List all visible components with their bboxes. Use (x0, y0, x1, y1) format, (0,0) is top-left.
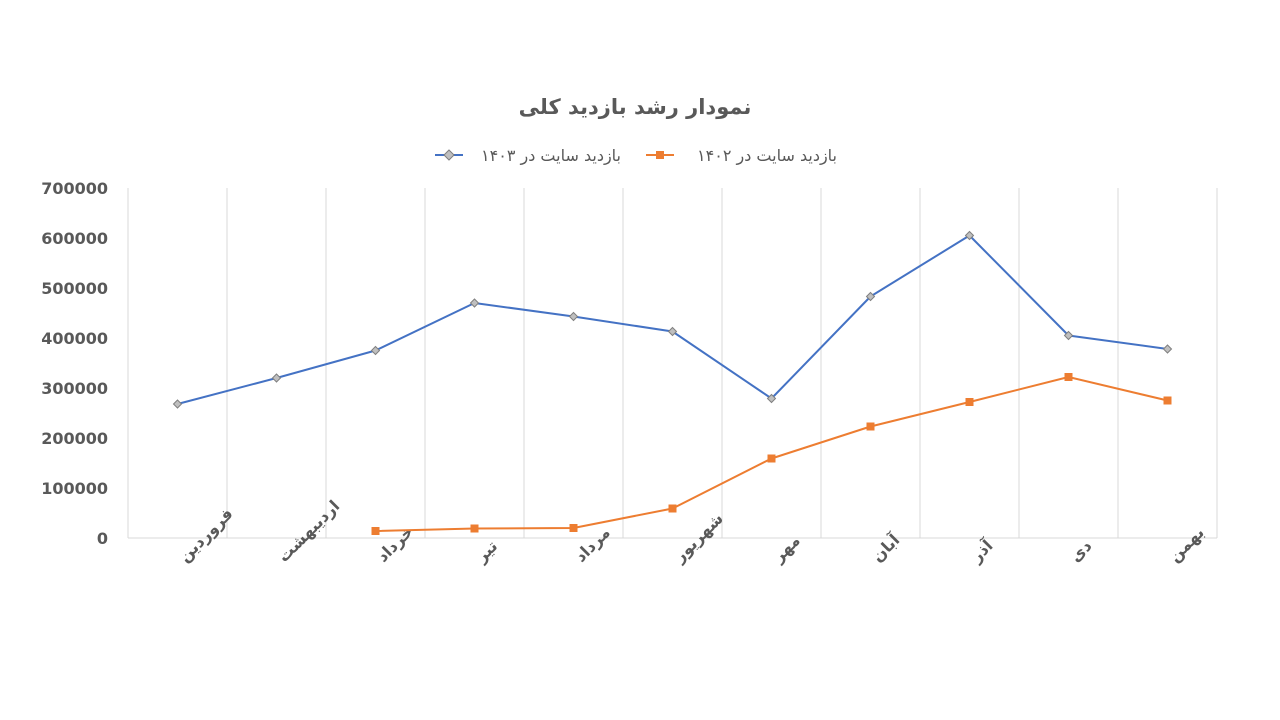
x-tick-label: مهر (768, 531, 804, 567)
y-tick-label: 300000 (41, 379, 108, 398)
data-point-series-1 (370, 345, 381, 356)
data-point-series-2 (767, 454, 776, 463)
data-point-series-1 (469, 298, 480, 308)
legend-label-series-1: بازدید سایت در ۱۴۰۳ (481, 146, 621, 166)
data-point-series-2 (371, 527, 380, 535)
data-point-series-2 (1064, 373, 1073, 381)
y-tick-label: 0 (97, 529, 108, 548)
y-tick-label: 700000 (41, 179, 108, 198)
data-point-series-1 (865, 291, 876, 302)
legend-marker-series-1 (443, 149, 455, 161)
legend-label-series-2: بازدید سایت در ۱۴۰۲ (697, 146, 837, 166)
y-tick-label: 100000 (41, 479, 108, 498)
data-point-series-1 (766, 393, 777, 404)
legend: بازدید سایت در ۱۴۰۳ بازدید سایت در ۱۴۰۲ (435, 146, 837, 166)
x-tick-label: آذر (965, 535, 996, 566)
data-point-series-1 (667, 326, 678, 337)
y-tick-label: 600000 (41, 229, 108, 248)
data-point-series-2 (668, 504, 677, 513)
data-point-series-1 (964, 230, 975, 241)
x-tick-label: اردیبهشت (274, 496, 343, 565)
data-point-series-2 (866, 422, 875, 431)
data-point-series-1 (271, 373, 282, 383)
x-tick-label: بهمن (1165, 523, 1208, 566)
x-tick-label: آبان (867, 529, 904, 566)
data-point-series-2 (1163, 396, 1172, 405)
x-tick-label: خرداد (373, 522, 417, 566)
y-tick-label: 400000 (41, 329, 108, 348)
data-point-series-1 (568, 311, 579, 322)
x-tick-label: دی (1066, 536, 1096, 566)
y-tick-label: 500000 (41, 279, 108, 298)
legend-item-series-2: بازدید سایت در ۱۴۰۲ (646, 146, 837, 166)
legend-marker-series-2 (656, 151, 664, 159)
data-point-series-1 (172, 399, 183, 409)
chart-title: نمودار رشد بازدید کلی (519, 95, 752, 119)
y-axis-ticks: 0 100000 200000 300000 400000 500000 600000 700… (41, 179, 108, 548)
x-tick-label: تیر (471, 536, 501, 566)
data-point-series-2 (965, 398, 974, 406)
legend-item-series-1: بازدید سایت در ۱۴۰۳ (435, 146, 621, 166)
x-axis-ticks: فروردین اردیبهشت خرداد تیر مرداد شهریور مهر آبا… (175, 496, 1208, 566)
y-tick-label: 200000 (41, 429, 108, 448)
data-point-series-2 (470, 524, 479, 533)
data-point-series-1 (1063, 330, 1074, 341)
data-point-series-1 (1162, 344, 1173, 354)
series (172, 230, 1173, 535)
data-point-series-2 (569, 524, 578, 532)
gridlines (127, 188, 1218, 538)
